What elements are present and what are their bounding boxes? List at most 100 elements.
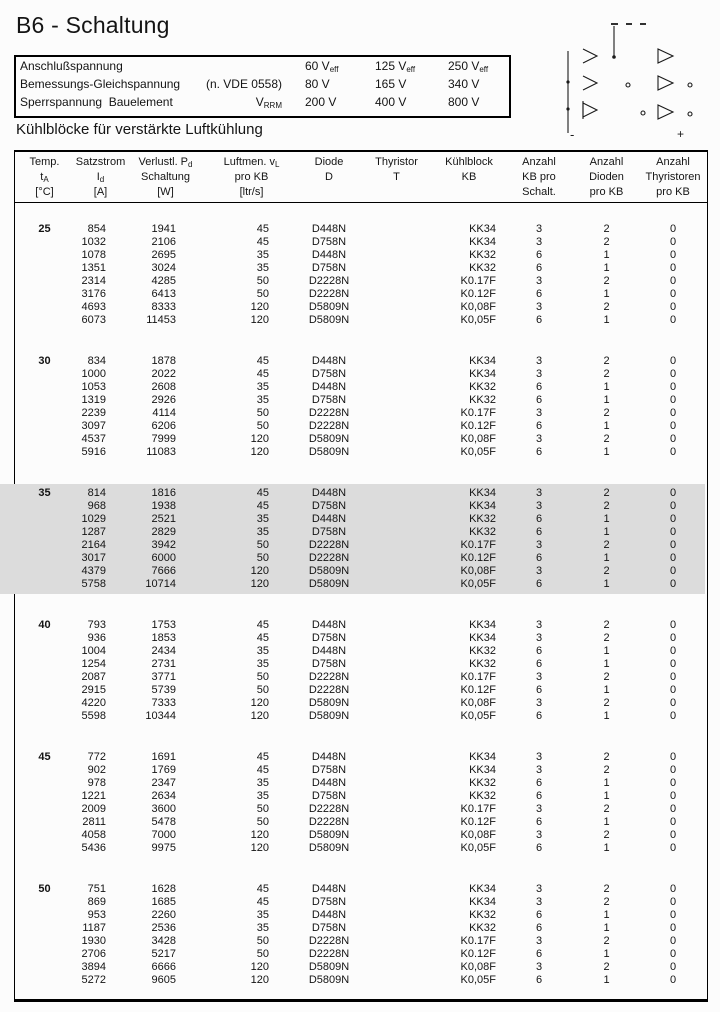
table-cell: D448N <box>311 751 347 763</box>
table-cell: 35 <box>256 922 269 934</box>
table-cell: 35 <box>256 658 269 670</box>
table-cell: 3 <box>535 275 543 287</box>
spec-label: Bemessungs-Gleichspannung <box>20 77 181 91</box>
table-cell: 1 <box>603 513 610 525</box>
table-cell: 2 <box>603 935 610 947</box>
table-cell: 120 <box>250 697 269 709</box>
table-cell: KK34 <box>469 751 496 763</box>
table-header: Temp. tA [°C] Satzstrom Id [A] Verlustl. Pd Sch… <box>15 152 707 203</box>
table-cell: D448N <box>311 645 347 657</box>
table-cell <box>359 314 434 327</box>
table-cell <box>359 922 434 935</box>
minus-label: - <box>570 127 574 140</box>
table-cell: 2 <box>603 539 610 551</box>
cooling-table: Temp. tA [°C] Satzstrom Id [A] Verlustl. Pd Sch… <box>0 150 708 1002</box>
table-cell <box>359 896 434 909</box>
table-cell: 3 <box>535 671 543 683</box>
table-cell <box>359 381 434 394</box>
temp-cell <box>15 539 74 552</box>
table-cell: 120 <box>250 301 269 313</box>
temp-cell <box>15 948 74 961</box>
table-cell: 0 <box>669 829 677 841</box>
table-cell: 6 <box>535 948 543 960</box>
table-cell: 3 <box>535 896 543 908</box>
table-cell: D5809N <box>308 433 350 445</box>
table-cell: 6 <box>535 842 543 854</box>
table-cell: 50 <box>256 816 269 828</box>
table-cell: 120 <box>250 314 269 326</box>
table-cell: 0 <box>669 803 677 815</box>
temp-cell <box>15 658 74 671</box>
table-cell: 0 <box>669 526 677 538</box>
temp-cell <box>15 288 74 301</box>
table-cell: 35 <box>256 777 269 789</box>
table-cell <box>359 935 434 948</box>
table-cell: 1 <box>603 658 610 670</box>
temp-cell <box>15 896 74 909</box>
table-cell: 0 <box>669 368 677 380</box>
table-cell: 2 <box>603 301 610 313</box>
table-cell: 6 <box>535 394 543 406</box>
table-cell: 2 <box>603 487 610 499</box>
table-cell: 1 <box>603 578 610 590</box>
table-cell <box>359 288 434 301</box>
table-cell: D5809N <box>308 301 350 313</box>
table-cell: K0.12F <box>460 684 496 696</box>
table-cell: D448N <box>311 777 347 789</box>
temp-cell <box>15 368 74 381</box>
table-cell: 1 <box>603 314 610 326</box>
table-cell: D448N <box>311 249 347 261</box>
spec-value: 165 V <box>375 77 407 91</box>
table-cell <box>359 446 434 459</box>
table-cell: 2022 <box>151 368 176 380</box>
table-cell: 120 <box>250 961 269 973</box>
table-cell: 2811 <box>82 816 106 828</box>
table-cell: 2 <box>603 632 610 644</box>
table-cell: 0 <box>669 790 677 802</box>
table-cell: 2 <box>603 764 610 776</box>
table-group-25: 25 854 1941 45 D448N KK34 3 2 0 1032 2106 45 D758N KK… <box>15 223 707 327</box>
table-cell: 45 <box>256 764 269 776</box>
table-cell: 50 <box>256 539 269 551</box>
table-cell: 0 <box>669 922 677 934</box>
spec-value: 250 Veff <box>448 59 489 74</box>
table-cell: 2 <box>603 803 610 815</box>
table-cell: 120 <box>250 829 269 841</box>
table-cell <box>359 275 434 288</box>
table-cell: D2228N <box>308 407 350 419</box>
table-cell: KK32 <box>469 909 496 921</box>
table-cell: KK34 <box>469 883 496 895</box>
table-cell: 0 <box>669 565 677 577</box>
table-cell: 814 <box>87 487 106 499</box>
table-cell: 35 <box>256 526 269 538</box>
table-cell: D2228N <box>308 948 350 960</box>
table-cell: 869 <box>87 896 106 908</box>
table-cell: 2915 <box>81 684 106 696</box>
table-cell <box>359 829 434 842</box>
table-cell: 120 <box>250 710 269 722</box>
table-cell: D5809N <box>308 314 350 326</box>
spec-label: Anschlußspannung <box>20 59 123 73</box>
table-cell: 0 <box>669 632 677 644</box>
table-cell: 1029 <box>81 513 106 525</box>
table-cell: 0 <box>669 381 677 393</box>
table-cell: K0,05F <box>460 314 496 326</box>
table-cell <box>359 355 434 368</box>
table-cell: 0 <box>669 355 677 367</box>
table-cell: D758N <box>311 368 347 380</box>
temp-cell <box>15 394 74 407</box>
table-cell: 1 <box>603 790 610 802</box>
table-cell: K0,05F <box>460 710 496 722</box>
table-cell: 3 <box>535 632 543 644</box>
table-cell: 1878 <box>151 355 176 367</box>
table-cell: 4114 <box>152 407 176 419</box>
table-cell: 3176 <box>81 288 106 300</box>
table-cell: D5809N <box>308 842 350 854</box>
table-cell: 1769 <box>151 764 176 776</box>
table-cell: 1 <box>603 394 610 406</box>
temp-cell <box>15 513 74 526</box>
table-cell: K0.17F <box>460 671 496 683</box>
table-cell: 2634 <box>151 790 176 802</box>
table-cell: K0.12F <box>460 288 496 300</box>
